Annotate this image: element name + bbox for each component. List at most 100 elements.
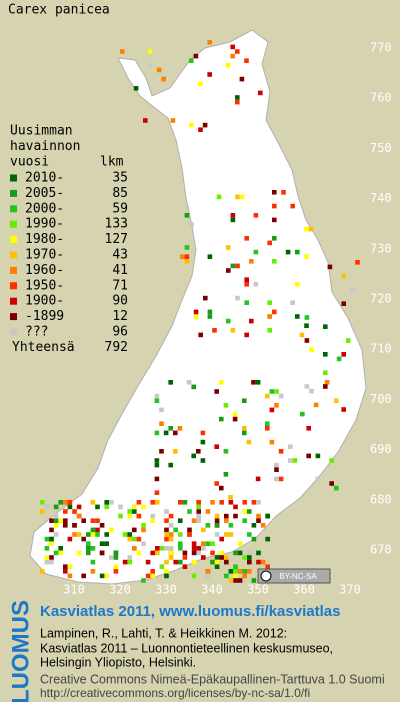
observation-cell xyxy=(272,190,277,195)
observation-cell xyxy=(186,380,192,385)
observation-cell xyxy=(256,550,261,556)
observation-cell xyxy=(251,578,257,583)
observation-cell xyxy=(295,314,300,319)
legend-count: 35 xyxy=(112,171,128,186)
observation-cell xyxy=(274,476,279,482)
observation-cell xyxy=(242,569,247,574)
legend-label: -1899 xyxy=(25,309,64,324)
observation-cell xyxy=(242,430,247,436)
observation-cell xyxy=(228,523,234,528)
grid-y-label: 770 xyxy=(370,41,392,55)
observation-cell xyxy=(63,509,68,514)
total-label: Yhteensä xyxy=(12,340,75,355)
observation-cell xyxy=(219,380,224,385)
observation-cell xyxy=(239,194,245,200)
grid-y-label: 670 xyxy=(370,543,392,557)
observation-cell xyxy=(272,203,277,209)
observation-cell xyxy=(239,76,245,82)
observation-cell xyxy=(189,222,194,227)
observation-cell xyxy=(251,500,257,505)
observation-cell xyxy=(95,518,100,523)
observation-cell xyxy=(226,268,231,273)
observation-cell xyxy=(244,58,249,63)
observation-cell xyxy=(118,504,123,510)
observation-cell xyxy=(44,536,50,542)
observation-cell xyxy=(127,509,132,514)
observation-cell xyxy=(141,523,146,528)
observation-cell xyxy=(235,194,240,200)
observation-cell xyxy=(182,564,188,569)
observation-cell xyxy=(156,67,162,73)
observation-cell xyxy=(274,389,279,394)
grid-y-label: 730 xyxy=(370,241,392,255)
observation-cell xyxy=(159,449,164,454)
observation-cell xyxy=(214,444,219,449)
observation-cell xyxy=(184,259,190,264)
observation-cell xyxy=(86,550,91,556)
observation-cell xyxy=(187,527,192,533)
observation-cell xyxy=(235,49,240,54)
observation-cell xyxy=(168,550,174,556)
observation-cell xyxy=(210,559,215,565)
observation-cell xyxy=(244,332,249,338)
observation-cell xyxy=(267,300,272,305)
observation-cell xyxy=(193,53,199,59)
observation-cell xyxy=(230,213,236,218)
legend-count: 71 xyxy=(112,278,128,293)
observation-cell xyxy=(224,559,229,565)
observation-cell xyxy=(198,127,203,132)
observation-cells xyxy=(40,40,360,583)
observation-cell xyxy=(118,513,123,519)
citation-line: Lampinen, R., Lahti, T. & Heikkinen M. 2… xyxy=(40,626,287,640)
grid-x-label: 320 xyxy=(109,583,131,597)
observation-cell xyxy=(207,254,213,259)
observation-cell xyxy=(53,513,59,519)
observation-cell xyxy=(164,532,169,537)
observation-cell xyxy=(295,282,300,287)
observation-cell xyxy=(141,527,146,533)
observation-cell xyxy=(90,532,96,537)
observation-cell xyxy=(219,416,224,422)
observation-cell xyxy=(173,559,178,565)
observation-cell xyxy=(104,500,109,505)
observation-cell xyxy=(237,569,243,574)
observation-cell xyxy=(269,439,275,445)
observation-cell xyxy=(168,536,174,542)
observation-cell xyxy=(178,518,183,523)
observation-cell xyxy=(247,569,252,574)
observation-cell xyxy=(168,555,174,560)
observation-cell xyxy=(44,546,50,551)
observation-cell xyxy=(187,509,192,514)
observation-cell xyxy=(196,500,201,505)
observation-cell xyxy=(210,541,215,546)
observation-cell xyxy=(168,532,174,537)
observation-cell xyxy=(141,578,146,583)
legend-heading: Uusimman xyxy=(10,124,73,139)
observation-cell xyxy=(196,550,201,556)
observation-cell xyxy=(214,523,220,528)
finland-outline xyxy=(29,29,367,585)
total-count: 792 xyxy=(105,340,128,355)
observation-cell xyxy=(120,49,125,54)
observation-cell xyxy=(253,249,259,255)
observation-cell xyxy=(113,550,119,556)
observation-cell xyxy=(341,273,346,279)
observation-cell xyxy=(95,532,100,537)
observation-cell xyxy=(272,259,277,264)
observation-cell xyxy=(235,263,240,269)
observation-cell xyxy=(272,309,277,315)
observation-cell xyxy=(233,573,238,579)
observation-cell xyxy=(334,398,339,403)
observation-cell xyxy=(329,481,334,486)
observation-cell xyxy=(90,559,96,565)
observation-cell xyxy=(341,407,346,412)
observation-cell xyxy=(196,513,201,519)
legend-count: 127 xyxy=(105,232,128,247)
observation-cell xyxy=(99,573,105,579)
observation-cell xyxy=(49,518,54,523)
observation-cell xyxy=(184,254,190,259)
legend-swatch xyxy=(10,251,17,259)
observation-cell xyxy=(40,569,45,574)
observation-cell xyxy=(315,476,321,482)
observation-cell xyxy=(265,393,270,399)
